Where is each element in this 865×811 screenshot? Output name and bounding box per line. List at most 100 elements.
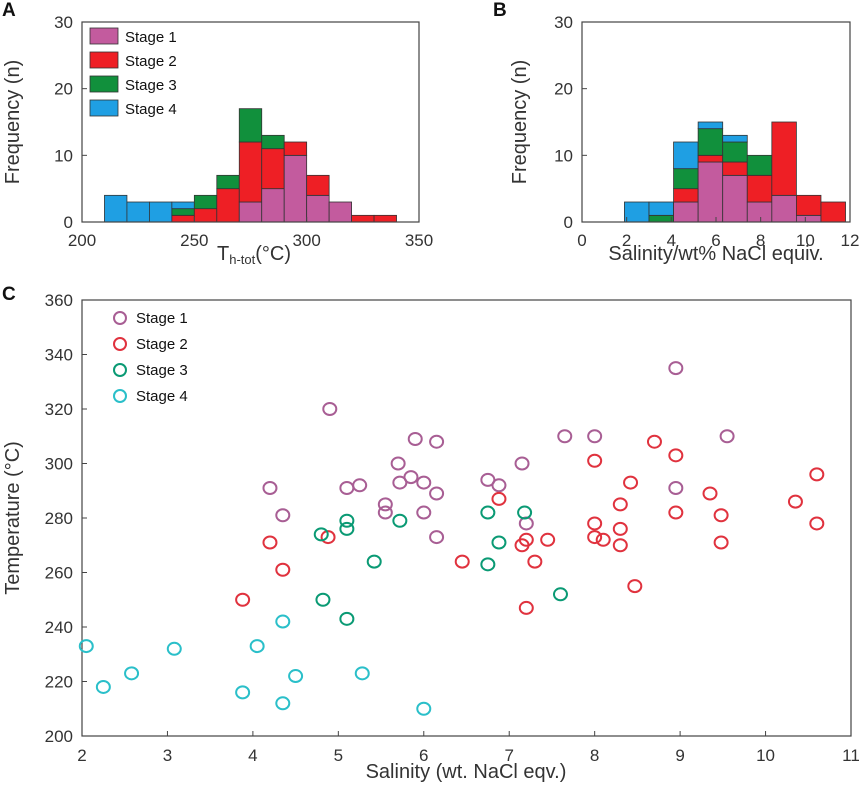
c-point-stage-2-15	[612, 497, 628, 512]
c-point-stage-1-4	[352, 478, 368, 493]
c-point-stage-4-4	[235, 685, 251, 700]
panel-a-y-label: Frequency (n)	[2, 60, 24, 185]
c-point-stage-1-10	[407, 431, 423, 446]
panel-c-y-label: Temperature (°C)	[2, 441, 24, 595]
b-bar-stage-1-bin-2	[673, 201, 699, 223]
panel-a-x-label-main: T	[217, 243, 229, 265]
c-y-tick-label: 320	[45, 400, 73, 419]
c-point-stage-3-1	[315, 592, 331, 607]
c-point-stage-1-9	[403, 470, 419, 485]
b-bar-stage-1-bin-6	[771, 194, 797, 223]
panel-c: C 2 3 4 5 6 7 8 9 10 11 200 220 240 260 280 300 320 340 3…	[2, 284, 860, 783]
a-bar-stage-4-bin-1	[126, 201, 150, 223]
c-point-stage-2-10	[540, 532, 556, 547]
c-point-stage-4-7	[275, 696, 291, 711]
b-bar-stage-3-bin-2	[673, 168, 699, 190]
a-bar-stage-2-bin-4	[193, 208, 218, 223]
c-y-tick-label: 240	[45, 618, 73, 637]
b-bar-stage-4-bin-3	[697, 121, 724, 130]
panel-c-letter: C	[2, 284, 16, 305]
a-y-tick-label: 0	[64, 213, 73, 232]
panel-a-legend-stage-4: Stage 4	[125, 101, 177, 118]
panel-b: B 0 2 4 6 8 10 12 0 10 20 30 Frequency (n) Salini…	[493, 0, 859, 265]
panel-c-legend-stage-4: Stage 4	[136, 388, 188, 405]
panel-a-legend-swatch-stage-1	[89, 27, 119, 45]
b-x-tick-label: 10	[796, 231, 815, 250]
c-point-stage-2-27	[809, 467, 825, 482]
panel-a-x-label-sub: h-tot	[229, 252, 255, 267]
a-bar-stage-1-bin-10	[328, 201, 352, 223]
b-bar-stage-2-bin-8	[820, 201, 846, 223]
b-bar-stage-2-bin-7	[796, 194, 822, 216]
c-x-tick-label: 5	[334, 746, 343, 765]
c-point-stage-2-4	[454, 554, 470, 569]
c-point-stage-1-0	[262, 481, 278, 496]
c-point-stage-2-8	[518, 600, 534, 615]
a-bar-stage-3-bin-6	[238, 108, 263, 143]
c-point-stage-1-6	[377, 497, 393, 512]
c-point-stage-2-12	[587, 516, 603, 531]
panel-a-legend-swatch-stage-3	[89, 75, 119, 93]
b-bar-stage-1-bin-3	[697, 161, 724, 223]
a-bar-stage-3-bin-3	[171, 208, 195, 216]
c-point-stage-1-12	[416, 505, 432, 520]
c-point-stage-2-18	[623, 475, 639, 490]
c-point-stage-3-4	[339, 611, 355, 626]
c-point-stage-4-1	[95, 679, 111, 694]
c-point-stage-1-14	[429, 486, 445, 501]
panel-a-legend-stage-3: Stage 3	[125, 77, 177, 94]
c-point-stage-1-15	[429, 530, 445, 545]
a-x-tick-label: 300	[292, 231, 320, 250]
a-bar-stage-4-bin-0	[104, 194, 128, 223]
c-point-stage-4-3	[166, 641, 182, 656]
b-y-tick-label: 30	[554, 13, 573, 32]
c-point-stage-1-7	[390, 456, 406, 471]
c-point-stage-2-17	[612, 538, 628, 553]
panel-b-y-ticks: 0 10 20 30	[554, 13, 587, 232]
b-x-tick-label: 6	[711, 231, 720, 250]
panel-c-legend-stage-1: Stage 1	[136, 310, 188, 327]
c-point-stage-1-11	[416, 475, 432, 490]
c-point-stage-2-20	[646, 434, 662, 449]
c-point-stage-2-9	[527, 554, 543, 569]
b-bar-stage-3-bin-3	[697, 128, 724, 156]
b-bar-stage-2-bin-6	[771, 121, 797, 196]
a-bar-stage-2-bin-3	[171, 214, 195, 223]
c-x-tick-label: 9	[675, 746, 684, 765]
b-bar-stage-4-bin-0	[624, 201, 650, 223]
b-bar-stage-2-bin-5	[746, 174, 773, 203]
c-point-stage-1-22	[668, 361, 684, 376]
c-point-stage-3-6	[392, 513, 408, 528]
a-bar-stage-2-bin-6	[238, 141, 263, 203]
panel-b-y-label: Frequency (n)	[509, 60, 531, 185]
panel-a-x-label: Th-tot(°C)	[217, 243, 291, 267]
a-x-tick-label: 350	[405, 231, 433, 250]
b-bar-stage-1-bin-4	[722, 174, 748, 223]
c-point-stage-2-1	[262, 535, 278, 550]
b-bar-stage-4-bin-1	[648, 201, 674, 216]
b-y-tick-label: 20	[554, 80, 573, 99]
c-point-stage-3-9	[491, 535, 507, 550]
c-y-tick-label: 260	[45, 564, 73, 583]
a-bar-stage-1-bin-9	[306, 194, 330, 223]
c-point-stage-4-0	[78, 639, 94, 654]
b-x-tick-label: 8	[756, 231, 765, 250]
c-point-stage-2-3	[320, 530, 336, 545]
c-y-tick-label: 340	[45, 346, 73, 365]
b-y-tick-label: 10	[554, 146, 573, 165]
c-point-stage-2-23	[702, 486, 718, 501]
c-x-tick-label: 8	[590, 746, 599, 765]
c-point-stage-2-0	[235, 592, 251, 607]
a-bar-stage-1-bin-6	[238, 201, 263, 223]
c-x-tick-label: 2	[77, 746, 86, 765]
a-bar-stage-2-bin-7	[261, 148, 285, 190]
a-bar-stage-2-bin-8	[283, 141, 308, 156]
c-point-stage-2-7	[518, 532, 534, 547]
panel-c-frame	[81, 299, 852, 737]
c-point-stage-2-19	[627, 579, 643, 594]
c-point-stage-2-2	[275, 562, 291, 577]
a-y-tick-label: 20	[54, 80, 73, 99]
c-x-tick-label: 11	[842, 746, 860, 765]
c-point-stage-4-5	[249, 639, 265, 654]
panel-c-x-ticks: 2 3 4 5 6 7 8 9 10 11	[77, 731, 860, 765]
